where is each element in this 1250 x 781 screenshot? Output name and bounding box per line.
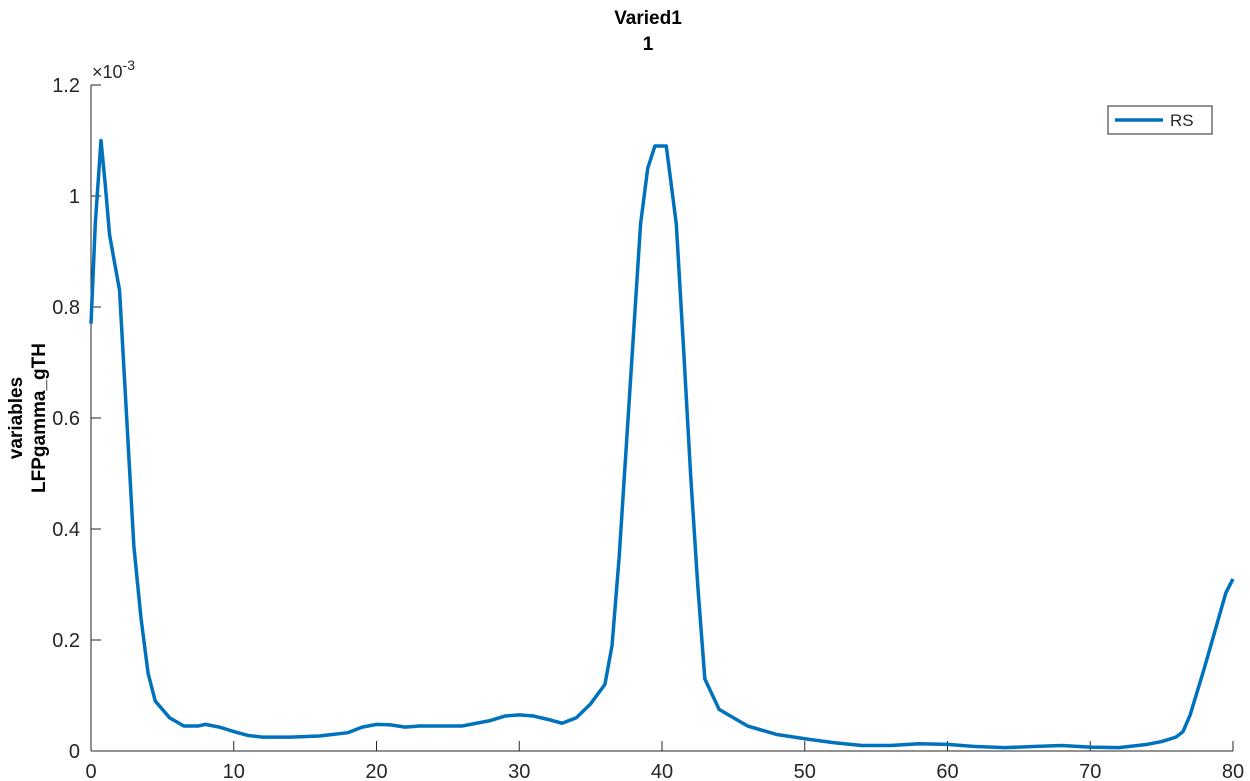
legend-label: RS	[1170, 111, 1194, 130]
x-tick-label: 70	[1079, 761, 1101, 781]
x-tick-label: 60	[936, 761, 958, 781]
y-multiplier-base: ×10	[92, 62, 123, 82]
y-tick-label: 1.2	[52, 75, 80, 97]
y-tick-label: 1	[69, 186, 80, 208]
y-axis-label: variables	[6, 377, 27, 459]
x-tick-label: 10	[223, 761, 245, 781]
chart-subtitle: 1	[643, 34, 654, 55]
y-multiplier: ×10-3	[92, 57, 135, 82]
data-line	[89, 138, 1235, 750]
x-tick-label: 80	[1222, 761, 1244, 781]
y-multiplier-exponent: -3	[123, 57, 136, 73]
x-tick-label: 30	[508, 761, 530, 781]
x-tick-label: 40	[651, 761, 673, 781]
x-tick-label: 20	[365, 761, 387, 781]
y-tick-label: 0	[69, 741, 80, 763]
x-tick-label: 0	[85, 761, 96, 781]
x-tick-label: 50	[794, 761, 816, 781]
y-axis-label: LFPgamma_gTH	[29, 343, 50, 493]
y-tick-label: 0.8	[52, 297, 80, 319]
y-tick-label: 0.4	[52, 519, 80, 541]
y-tick-label: 0.2	[52, 630, 80, 652]
y-tick-label: 0.6	[52, 408, 80, 430]
chart-title: Varied1	[614, 8, 682, 29]
